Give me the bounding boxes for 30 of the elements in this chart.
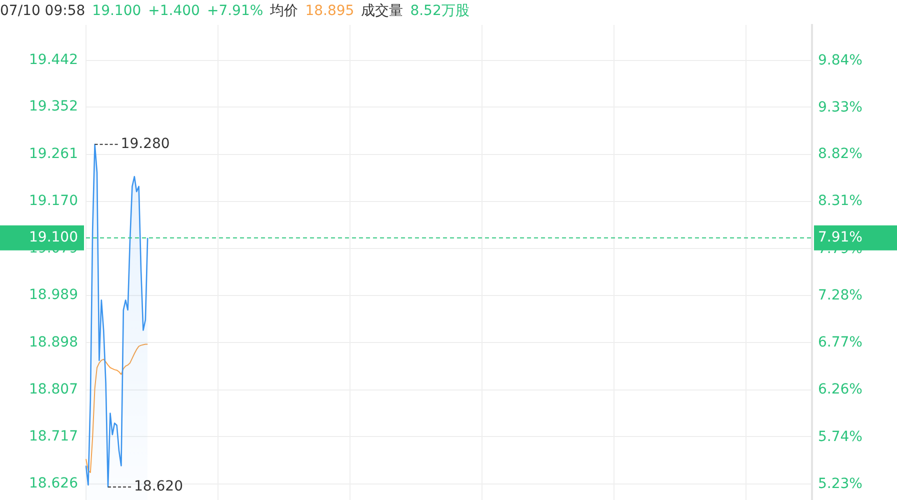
text: 18.895 <box>305 3 354 19</box>
y-tick-label: 19.261 <box>29 146 78 162</box>
chart-title: 07/10 09:58 <box>0 3 86 19</box>
text: 均价 <box>270 3 298 19</box>
y2-tick-label: 6.26% <box>818 381 862 398</box>
y2-tick-label: 5.23% <box>818 476 862 492</box>
text: +1.400 <box>148 3 200 19</box>
y-tick-label: 19.442 <box>29 52 78 68</box>
y2-tick-label: 8.82% <box>818 146 862 162</box>
y2-tick-label: 7.28% <box>818 288 862 304</box>
y-tick-label: 18.898 <box>29 334 78 350</box>
y-tick-label: 19.170 <box>29 193 78 210</box>
y2-tick-label: 5.74% <box>818 429 862 446</box>
y-tick-label: 18.626 <box>29 476 78 492</box>
y2-tick-label: 9.84% <box>818 52 862 68</box>
text: +7.91% <box>206 3 264 19</box>
text: 8.52万股 <box>410 3 470 19</box>
y2-tick-label: 6.77% <box>818 334 862 351</box>
ref-line-label: 19.100 <box>29 229 78 246</box>
text: 7.91% <box>818 229 862 246</box>
y2-tick-label: 8.31% <box>818 193 862 210</box>
y-tick-label: 18.717 <box>29 428 78 444</box>
text: 成交量 <box>361 3 404 19</box>
y2-tick-label: 9.33% <box>818 99 862 116</box>
annotation: 19.280 <box>120 136 170 152</box>
annotation: 18.620 <box>134 478 183 495</box>
y-tick-label: 18.989 <box>29 287 78 304</box>
y-tick-label: 18.807 <box>29 382 78 398</box>
text: 19.100 <box>92 3 142 19</box>
y-tick-label: 19.352 <box>29 98 78 115</box>
